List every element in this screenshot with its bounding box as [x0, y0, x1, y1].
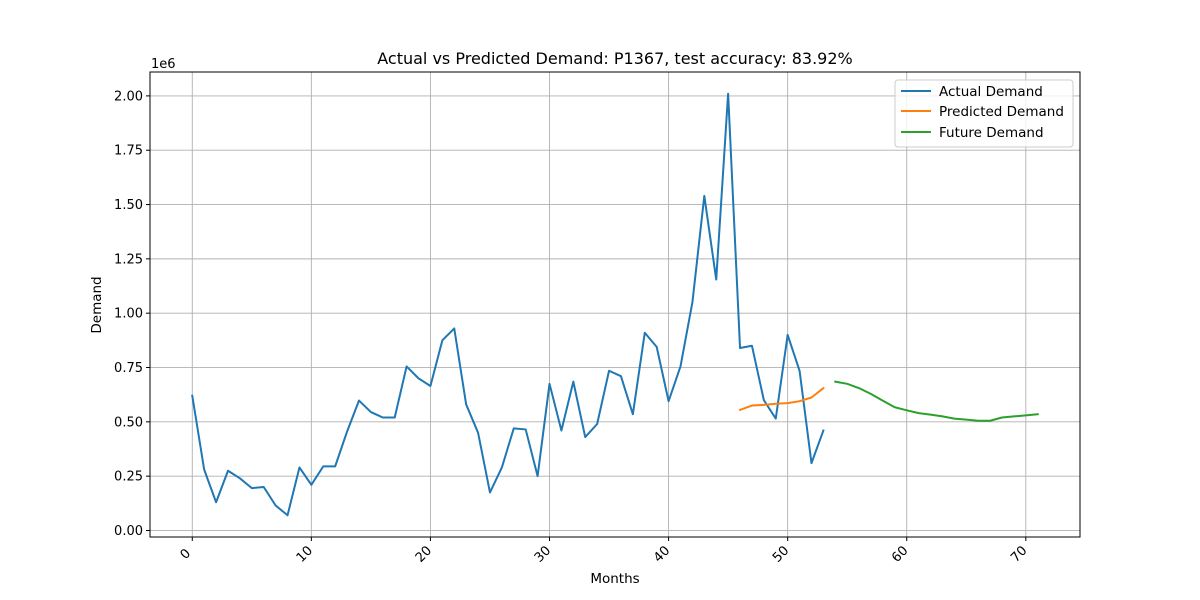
legend-label-actual: Actual Demand [939, 84, 1043, 100]
y-tick-label: 0.50 [114, 415, 143, 430]
series-line-actual-demand [191, 92, 825, 517]
series-layer [191, 92, 1039, 517]
y-axis-label: Demand [89, 276, 105, 333]
series-line-future-demand [834, 380, 1039, 422]
y-tick-label: 2.00 [114, 89, 143, 104]
y-scale-label: 1e6 [151, 57, 176, 72]
legend-label-predicted: Predicted Demand [939, 104, 1064, 120]
legend-box [894, 79, 1074, 148]
y-tick-label: 0.00 [114, 524, 143, 539]
y-tick-label: 1.50 [114, 198, 143, 213]
y-tick-label: 0.25 [114, 470, 143, 485]
axis-ticks: 0 10 20 30 40 50 60 700.000.250.500.751.001.251… [114, 89, 1030, 565]
legend-label-future: Future Demand [939, 125, 1044, 141]
y-tick-label: 1.75 [114, 144, 143, 159]
y-tick-label: 1.00 [114, 307, 143, 322]
series-line-predicted-demand [738, 386, 825, 412]
chart-title: Actual vs Predicted Demand: P1367, test … [377, 49, 852, 68]
legend: Actual Demand Predicted Demand Future De… [894, 79, 1074, 148]
y-tick-label: 1.25 [114, 252, 143, 267]
plot-frame [149, 71, 1081, 538]
x-axis-label: Months [590, 571, 639, 587]
y-tick-label: 0.75 [114, 361, 143, 376]
grid-lines [150, 72, 1080, 537]
